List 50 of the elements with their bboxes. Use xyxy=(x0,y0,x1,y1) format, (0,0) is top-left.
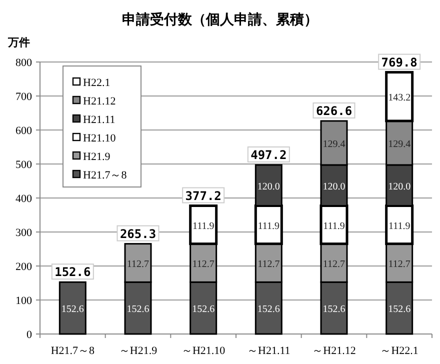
y-axis-title: 万件 xyxy=(7,36,30,49)
data-label: 111.9 xyxy=(192,220,214,232)
data-label: 129.4 xyxy=(322,138,346,150)
legend-label: H21.11 xyxy=(83,114,116,126)
x-tick-label: ～H21.12 xyxy=(312,345,356,357)
total-label: 152.6 xyxy=(54,265,91,280)
y-tick-label: 800 xyxy=(16,57,32,69)
data-label: 152.6 xyxy=(388,304,411,316)
x-tick-label: ～H21.11 xyxy=(247,345,290,357)
legend-label: H21.9 xyxy=(83,151,111,163)
total-label: 265.3 xyxy=(120,226,156,241)
chart-title: 申請受付数（個人申請、累積） xyxy=(122,11,318,27)
total-label: 769.8 xyxy=(381,55,418,70)
legend-label: H22.1 xyxy=(83,77,110,89)
y-tick-label: 200 xyxy=(16,261,32,273)
data-label: 152.6 xyxy=(126,304,150,316)
x-tick-label: H21.7～8 xyxy=(50,345,96,357)
total-label: 377.2 xyxy=(185,188,222,203)
data-label: 111.9 xyxy=(258,220,280,232)
y-tick-label: 600 xyxy=(16,125,32,137)
legend-label: H21.7～8 xyxy=(83,170,128,182)
y-tick-label: 300 xyxy=(16,227,32,239)
total-label: 626.6 xyxy=(316,104,352,118)
legend-label: H21.10 xyxy=(83,132,116,144)
y-tick-label: 400 xyxy=(16,193,32,205)
data-label: 143.2 xyxy=(388,92,411,104)
data-label: 152.6 xyxy=(257,304,280,316)
data-label: 112.7 xyxy=(192,258,214,270)
x-tick-label: ～H21.9 xyxy=(118,345,158,357)
x-tick-label: ～H21.10 xyxy=(181,345,226,357)
data-label: 152.6 xyxy=(192,304,215,316)
legend-label: H21.12 xyxy=(83,96,116,108)
y-tick-label: 100 xyxy=(16,295,32,307)
data-label: 111.9 xyxy=(323,220,345,232)
x-tick-label: ～H22.1 xyxy=(380,345,418,357)
y-tick-label: 0 xyxy=(26,329,32,341)
data-label: 112.7 xyxy=(126,258,150,270)
data-label: 112.7 xyxy=(258,258,280,270)
data-label: 152.6 xyxy=(61,304,84,316)
y-tick-label: 500 xyxy=(16,159,32,171)
y-tick-label: 700 xyxy=(16,91,32,103)
data-label: 120.0 xyxy=(257,181,280,192)
data-label: 120.0 xyxy=(388,181,411,192)
data-label: 120.0 xyxy=(322,181,346,192)
total-label: 497.2 xyxy=(250,148,287,162)
data-label: 152.6 xyxy=(322,304,346,316)
data-label: 111.9 xyxy=(388,220,410,232)
data-label: 129.4 xyxy=(388,138,411,150)
data-label: 112.7 xyxy=(322,258,346,270)
data-label: 112.7 xyxy=(388,258,410,270)
